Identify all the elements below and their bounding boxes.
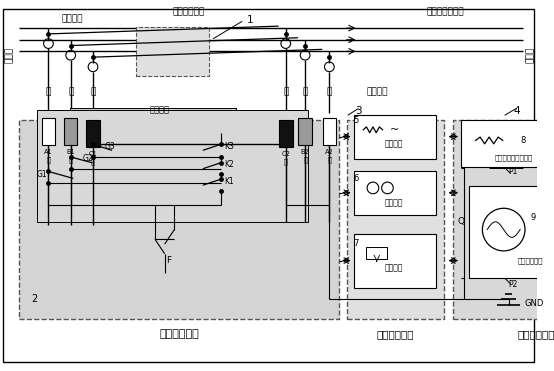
Text: 6: 6	[353, 174, 359, 183]
Text: ~: ~	[389, 125, 399, 135]
Bar	[461, 120, 554, 167]
Text: 负荷侧: 负荷侧	[526, 47, 535, 63]
Text: 2: 2	[31, 294, 37, 304]
Text: 红: 红	[90, 88, 96, 96]
Text: 5: 5	[353, 116, 359, 125]
Text: 4: 4	[514, 106, 520, 116]
Bar	[469, 186, 554, 278]
Bar	[86, 120, 100, 147]
Text: 7: 7	[353, 239, 359, 247]
Text: 二次测控单元: 二次测控单元	[377, 329, 414, 339]
Text: Q: Q	[457, 217, 464, 226]
Bar	[353, 115, 436, 159]
Text: B2
绿: B2 绿	[301, 149, 310, 163]
Text: 带电夹具: 带电夹具	[62, 14, 84, 23]
Text: 红: 红	[283, 88, 289, 96]
Bar	[366, 247, 387, 259]
Text: G2: G2	[83, 154, 93, 163]
Text: 可调谐接地电阻模块: 可调谐接地电阻模块	[494, 155, 532, 161]
Text: 接地模拟单元: 接地模拟单元	[518, 329, 554, 339]
Text: 断线模拟单元: 断线模拟单元	[160, 329, 199, 339]
Text: 9: 9	[531, 213, 536, 223]
Text: 3: 3	[356, 106, 362, 116]
Text: K2: K2	[225, 160, 234, 169]
Text: C1
红: C1 红	[89, 151, 98, 165]
Text: 三相分段开关: 三相分段开关	[173, 7, 205, 16]
Bar	[64, 118, 78, 145]
Text: 绿: 绿	[68, 88, 73, 96]
Bar	[37, 111, 308, 222]
Bar	[347, 120, 444, 319]
Text: 绿: 绿	[302, 88, 308, 96]
Text: G1: G1	[37, 170, 48, 179]
Bar	[136, 27, 209, 76]
Text: 电源侧: 电源侧	[5, 47, 14, 63]
Text: A2
黄: A2 黄	[325, 149, 334, 163]
Bar	[70, 108, 237, 203]
Text: 控制模块: 控制模块	[385, 264, 403, 273]
Text: P2: P2	[509, 280, 518, 289]
Bar	[353, 171, 436, 215]
Text: G3: G3	[105, 142, 115, 151]
Text: F: F	[167, 256, 172, 265]
Bar	[279, 120, 293, 147]
Text: 黄: 黄	[327, 88, 332, 96]
Bar	[85, 123, 221, 186]
Text: 黄: 黄	[46, 88, 51, 96]
Text: 弧光放电模块: 弧光放电模块	[518, 257, 543, 264]
Text: 保护模块: 保护模块	[385, 198, 403, 207]
Bar	[322, 118, 336, 145]
Text: 测量模块: 测量模块	[385, 140, 403, 149]
Text: K1: K1	[225, 177, 234, 186]
Bar	[453, 120, 554, 319]
Bar	[299, 118, 312, 145]
Text: 高压桩头: 高压桩头	[150, 105, 170, 114]
Text: 8: 8	[520, 136, 526, 145]
Text: B1
绿: B1 绿	[66, 149, 75, 163]
Text: 1: 1	[247, 15, 254, 25]
Text: C2
红: C2 红	[281, 151, 290, 165]
Text: 配电网架空线缆: 配电网架空线缆	[427, 7, 464, 16]
Bar	[42, 118, 55, 145]
Bar	[19, 120, 339, 319]
Bar	[353, 234, 436, 288]
Text: GND: GND	[524, 299, 543, 308]
Text: 柔性电缆: 柔性电缆	[366, 88, 388, 96]
Text: P1: P1	[509, 167, 518, 176]
Text: K3: K3	[225, 142, 234, 151]
Text: A1
黄: A1 黄	[44, 149, 53, 163]
